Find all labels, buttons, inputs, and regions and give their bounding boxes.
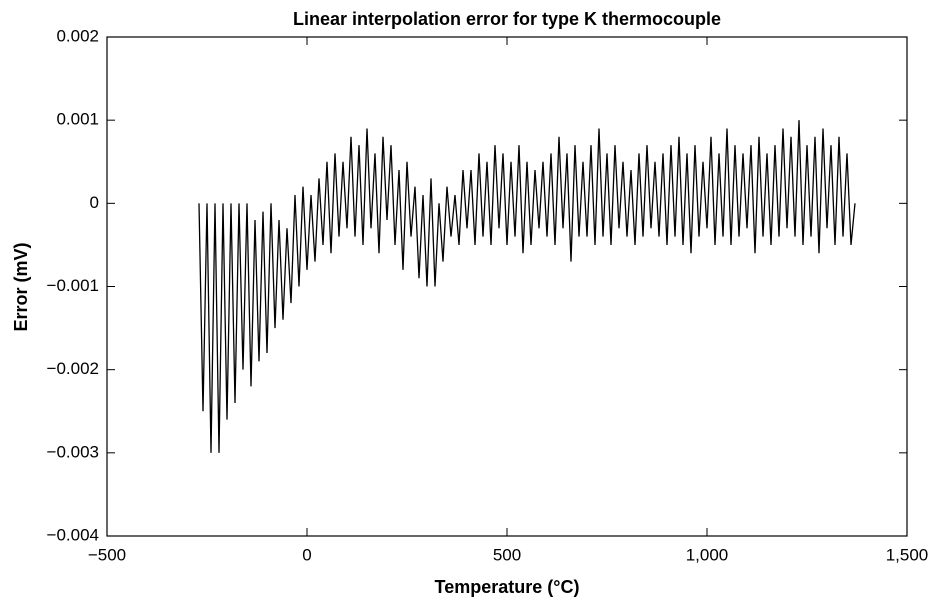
error-line [198,120,856,453]
x-axis-label: Temperature (°C) [435,577,580,597]
y-tick-label: −0.001 [47,276,99,295]
y-tick-label: 0.002 [56,26,99,45]
plot-frame [106,36,908,537]
y-tick-label: 0 [90,193,99,212]
x-tick-label: 1,500 [886,545,929,564]
y-tick-label: 0.001 [56,110,99,129]
chart-title: Linear interpolation error for type K th… [293,9,721,29]
y-tick-label: −0.004 [47,525,99,544]
y-axis-label: Error (mV) [11,242,31,331]
y-tick-label: −0.002 [47,359,99,378]
x-tick-label: 0 [302,545,311,564]
x-tick-label: 500 [493,545,521,564]
y-tick-label: −0.003 [47,442,99,461]
x-tick-label: 1,000 [686,545,729,564]
x-tick-label: −500 [88,545,126,564]
